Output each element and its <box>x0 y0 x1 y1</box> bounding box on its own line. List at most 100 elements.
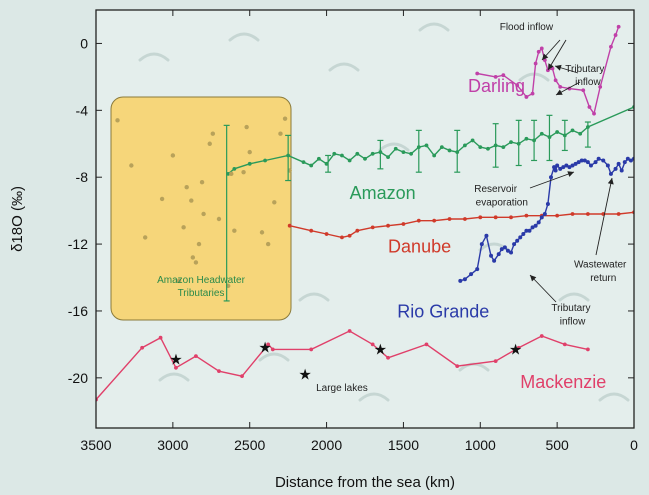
amazon-point <box>232 166 237 171</box>
series-label-mackenzie: Mackenzie <box>520 372 606 392</box>
danube-point <box>585 212 590 216</box>
darling-point <box>598 85 603 89</box>
rio-grande-point <box>548 175 553 180</box>
mackenzie-point <box>424 342 429 347</box>
rio-grande-point <box>552 165 557 170</box>
rio-grande-point <box>561 165 566 170</box>
rio-grande-point <box>622 160 627 165</box>
amazon-point <box>539 131 544 136</box>
amazon-point <box>316 156 321 161</box>
headwater-point <box>170 153 176 158</box>
rio-grande-point <box>509 250 514 255</box>
amazon-point <box>447 148 452 153</box>
rio-grande-point <box>475 267 480 272</box>
background-arc <box>358 392 390 402</box>
mackenzie-point <box>493 359 498 364</box>
background-arc <box>418 22 450 32</box>
y-tick-label: 0 <box>80 35 88 51</box>
mackenzie-point <box>539 334 544 338</box>
annotation-text: return <box>590 273 616 284</box>
rio-grande-point <box>496 252 501 257</box>
series-label-amazon: Amazon <box>350 183 416 203</box>
series-label-danube: Danube <box>388 236 451 256</box>
series-label-rio-grande: Rio Grande <box>397 302 489 322</box>
background-arc <box>328 62 360 72</box>
y-tick-label: -4 <box>76 102 89 118</box>
background-arc <box>158 372 190 382</box>
danube-point <box>447 217 452 221</box>
danube-point <box>347 233 352 238</box>
danube-point <box>416 218 421 223</box>
annotation-arrowhead <box>567 171 574 177</box>
mackenzie-point <box>217 369 221 374</box>
amazon-point <box>570 128 575 133</box>
headwater-point <box>272 200 277 205</box>
darling-point <box>539 46 544 51</box>
rio-grande-point <box>530 225 535 230</box>
amazon-point <box>301 160 306 165</box>
headwater-point <box>229 171 234 177</box>
large-lake-star: ★ <box>509 340 522 358</box>
headwater-point <box>193 260 199 265</box>
amazon-point <box>393 146 398 151</box>
headwater-point <box>184 185 189 190</box>
danube-point <box>616 212 621 216</box>
rio-grande-point <box>545 201 550 206</box>
rio-grande-point <box>524 228 529 233</box>
headwater-point <box>278 131 283 136</box>
headwater-point <box>189 198 194 203</box>
background-arc <box>138 52 170 62</box>
danube-point <box>355 228 360 233</box>
danube-point <box>570 212 575 216</box>
headwater-point <box>199 180 205 185</box>
amazon-point <box>332 151 337 156</box>
darling-point <box>493 74 498 79</box>
annotation-text: inflow <box>560 316 586 327</box>
rio-grande-point <box>567 165 572 170</box>
darling-line <box>477 26 620 116</box>
mackenzie-point <box>455 364 460 369</box>
danube-point <box>287 223 292 228</box>
background-arc <box>298 292 330 302</box>
background-arc <box>228 32 260 42</box>
amazon-point <box>263 158 267 163</box>
background-texture <box>138 22 630 402</box>
rio-grande-point <box>542 211 547 216</box>
mackenzie-point <box>140 345 145 350</box>
x-tick-label: 500 <box>545 437 569 453</box>
annotation-arrowhead <box>530 275 537 282</box>
mackenzie-point <box>347 329 352 333</box>
headwater-point <box>282 116 288 121</box>
rio-grande-point <box>502 245 507 250</box>
large-lake-star: ★ <box>374 340 387 358</box>
annotation-arrowhead <box>555 64 562 71</box>
rio-grande-point <box>616 161 621 166</box>
danube-point <box>324 232 329 236</box>
x-tick-label: 0 <box>630 437 638 453</box>
amazon-point <box>347 158 352 163</box>
background-arc <box>558 292 590 302</box>
amazon-point <box>463 143 467 148</box>
mackenzie-point <box>386 355 390 360</box>
background-arc <box>598 392 630 402</box>
rio-grande-point <box>555 163 560 168</box>
rio-grande-point <box>613 166 618 171</box>
rio-grande-point <box>489 253 494 258</box>
amazon-point <box>247 161 252 166</box>
amazon-point <box>309 163 314 168</box>
mackenzie-line <box>96 330 589 401</box>
rio-grande-point <box>469 272 474 277</box>
amazon-point <box>478 145 483 150</box>
rio-grande-point <box>582 158 587 163</box>
mackenzie-point <box>562 342 567 347</box>
headwater-point <box>190 255 196 260</box>
mackenzie-point <box>585 347 590 352</box>
annotation-arrowhead <box>556 89 563 95</box>
rio-grande-point <box>608 171 613 176</box>
y-axis-label: δ18O (‰) <box>9 186 26 252</box>
danube-point <box>370 225 375 230</box>
rio-grande-point <box>596 156 601 161</box>
rio-grande-point <box>573 161 578 166</box>
darling-point <box>530 91 535 96</box>
darling-point <box>609 44 613 49</box>
